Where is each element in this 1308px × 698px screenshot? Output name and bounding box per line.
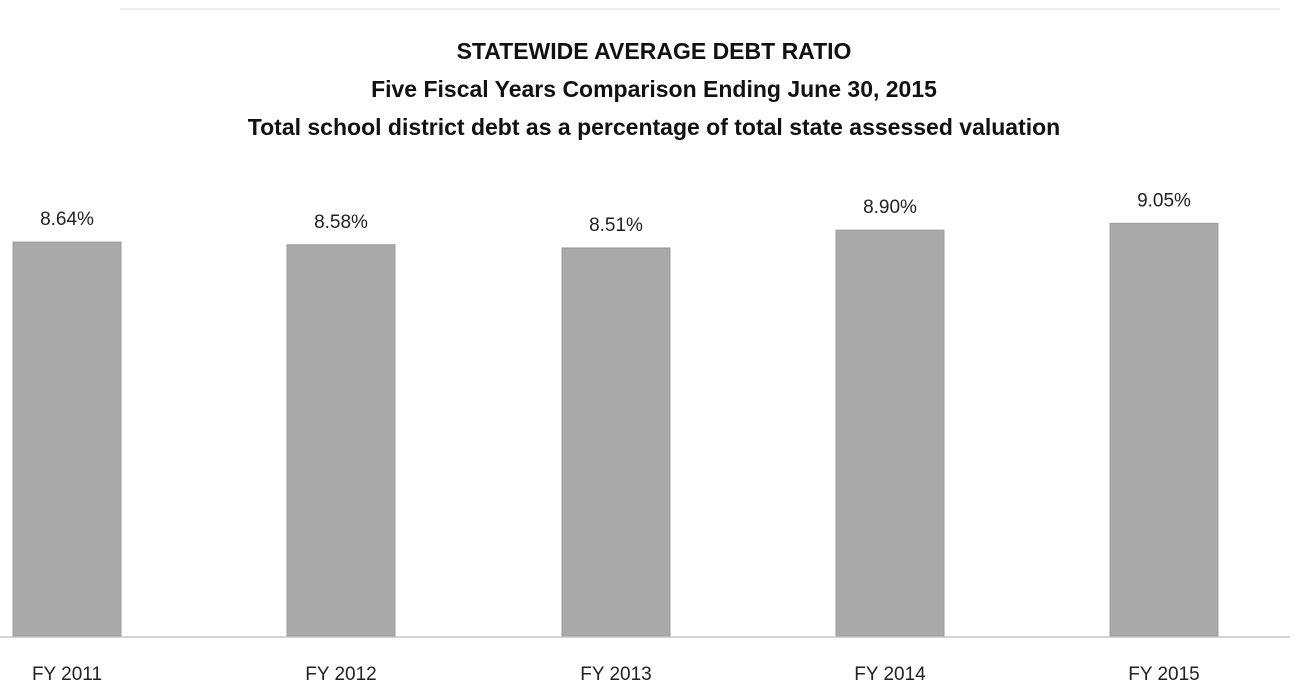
data-label-fy-2012: 8.58% — [314, 212, 368, 233]
x-tick-label-fy-2013: FY 2013 — [580, 664, 651, 685]
chart-title-block: STATEWIDE AVERAGE DEBT RATIO Five Fiscal… — [0, 32, 1308, 146]
x-tick-label-fy-2011: FY 2011 — [32, 664, 102, 685]
bar-fy-2014 — [835, 229, 945, 637]
x-tick-label-fy-2015: FY 2015 — [1128, 664, 1199, 685]
x-tick-label-fy-2014: FY 2014 — [854, 664, 926, 685]
bar-fy-2013 — [561, 247, 671, 637]
chart-title: STATEWIDE AVERAGE DEBT RATIO — [456, 38, 852, 64]
top-divider — [120, 8, 1280, 10]
bar-fy-2012 — [286, 244, 396, 637]
bars-group — [12, 222, 1219, 637]
data-label-fy-2011: 8.64% — [40, 209, 94, 230]
x-tick-labels-group: FY 2011 FY 2012 FY 2013 FY 2014 FY 2015 — [32, 664, 1200, 685]
data-label-fy-2015: 9.05% — [1137, 190, 1191, 211]
bar-fy-2011 — [12, 241, 122, 637]
chart-subtitle-2: Total school district debt as a percenta… — [247, 114, 1061, 140]
value-labels-group: 8.64% 8.58% 8.51% 8.90% 9.05% — [40, 190, 1191, 236]
bar-fy-2015 — [1109, 222, 1219, 637]
chart-subtitle: Five Fiscal Years Comparison Ending June… — [371, 76, 937, 102]
x-tick-label-fy-2012: FY 2012 — [305, 664, 376, 685]
data-label-fy-2014: 8.90% — [863, 197, 917, 218]
data-label-fy-2013: 8.51% — [589, 215, 643, 236]
